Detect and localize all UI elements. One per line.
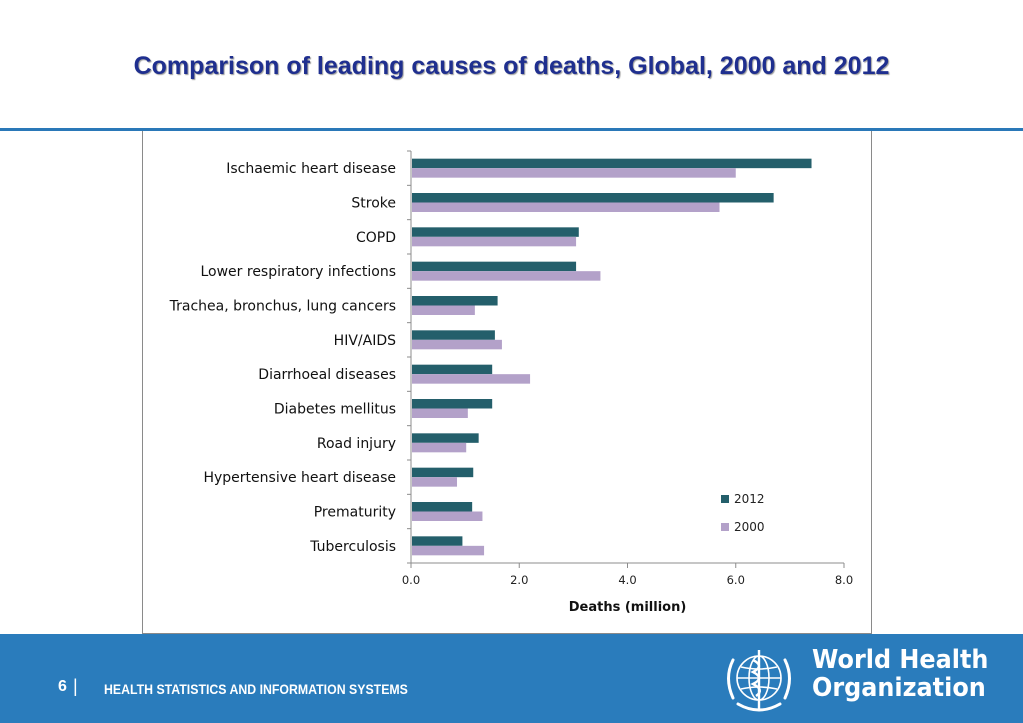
bar-2000 — [412, 511, 483, 521]
footer-bar: 6 | HEALTH STATISTICS AND INFORMATION SY… — [0, 634, 1023, 723]
bar-2012 — [412, 364, 493, 375]
title-divider — [0, 128, 1023, 131]
category-label: Trachea, bronchus, lung cancers — [169, 299, 396, 315]
x-tick-label: 8.0 — [835, 573, 853, 587]
category-label: Ischaemic heart disease — [226, 161, 396, 177]
legend-label: 2000 — [734, 520, 765, 534]
bar-2012 — [412, 330, 495, 340]
bar-2000 — [412, 442, 467, 453]
bar-2012 — [412, 502, 473, 512]
bar-2012 — [412, 193, 774, 203]
bar-2000 — [412, 168, 736, 178]
category-label: Hypertensive heart disease — [203, 470, 396, 486]
chart-panel: 0.0 2.0 4.0 6.0 8.0 Deaths (million) Ischaemic… — [142, 131, 872, 634]
bar-2012 — [412, 433, 479, 443]
who-emblem-icon — [727, 650, 791, 712]
x-tick-label: 2.0 — [510, 573, 528, 587]
category-label: HIV/AIDS — [334, 333, 396, 349]
legend-swatch-2000 — [721, 523, 729, 531]
category-label: Diarrhoeal diseases — [258, 367, 396, 383]
category-label: Tuberculosis — [309, 539, 396, 555]
bar-2000 — [412, 477, 458, 487]
bar-2000 — [412, 202, 720, 212]
category-label: COPD — [356, 230, 396, 246]
x-tick-label: 0.0 — [402, 573, 420, 587]
bar-2000 — [412, 236, 577, 247]
page-separator: | — [73, 676, 78, 696]
category-label: Stroke — [351, 196, 396, 212]
bar-2012 — [412, 296, 498, 306]
legend-swatch-2012 — [721, 495, 729, 503]
bar-2000 — [412, 271, 601, 281]
category-label: Lower respiratory infections — [200, 264, 396, 280]
x-tick-label: 6.0 — [727, 573, 745, 587]
category-label: Diabetes mellitus — [274, 402, 396, 418]
category-label: Prematurity — [314, 505, 396, 521]
page-number: 6 — [58, 678, 67, 695]
bar-2000 — [412, 408, 468, 418]
category-label: Road injury — [317, 436, 396, 452]
legend-label: 2012 — [734, 492, 765, 506]
x-tick-label: 4.0 — [618, 573, 636, 587]
x-axis-label: Deaths (million) — [569, 600, 687, 615]
bar-2000 — [412, 305, 475, 315]
bar-2012 — [412, 261, 577, 272]
bar-2012 — [412, 536, 463, 546]
bar-2012 — [412, 158, 812, 169]
bar-2000 — [412, 374, 531, 384]
footer-department-text: HEALTH STATISTICS AND INFORMATION SYSTEM… — [104, 681, 408, 697]
bar-2012 — [412, 227, 579, 237]
bar-2012 — [412, 467, 474, 478]
bar-2000 — [412, 545, 485, 556]
bar-2000 — [412, 339, 502, 350]
slide-title: Comparison of leading causes of deaths, … — [133, 52, 890, 80]
who-wordmark-line1: World Health — [812, 645, 989, 675]
who-wordmark-line2: Organization — [812, 673, 986, 703]
who-wordmark: World Health Organization — [812, 646, 988, 702]
deaths-bar-chart: 0.0 2.0 4.0 6.0 8.0 Deaths (million) Ischaemic… — [169, 150, 853, 615]
bar-2012 — [412, 399, 493, 409]
